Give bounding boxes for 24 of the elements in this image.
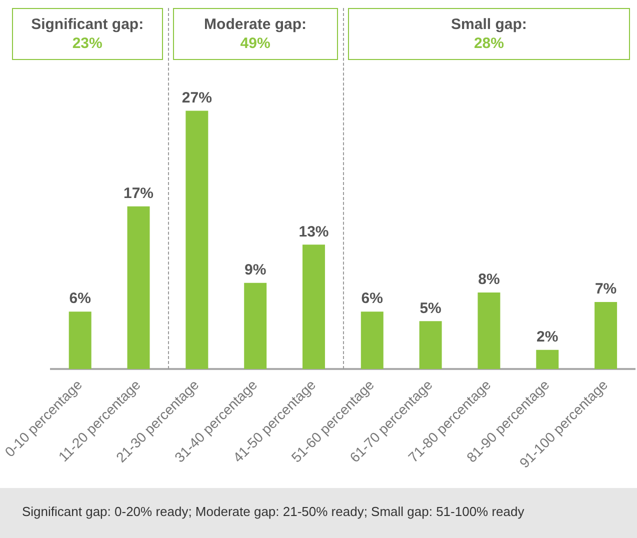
bar	[68, 312, 92, 370]
data-label: 27%	[182, 89, 212, 106]
data-label: 8%	[478, 271, 500, 288]
bar	[478, 292, 500, 370]
bar	[186, 110, 208, 370]
data-label: 13%	[298, 223, 329, 240]
bar	[536, 350, 559, 370]
data-label: 6%	[69, 290, 91, 308]
bar	[244, 282, 267, 370]
data-label: 2%	[536, 328, 558, 346]
data-label: 6%	[361, 290, 383, 308]
data-label: 7%	[594, 280, 617, 298]
bar	[360, 312, 384, 370]
text: Moderate gap: 49%	[172, 8, 338, 60]
text: Small gap: 28%	[348, 8, 630, 60]
bar	[302, 244, 325, 370]
text: Significant gap: 0-20% ready; Moderate gap: 21-50% ready; Small gap: 51-100% ready	[0, 488, 637, 538]
bar	[419, 321, 442, 370]
text: Significant gap: 23%	[12, 8, 163, 60]
data-label: 17%	[123, 185, 154, 202]
data-label: 9%	[244, 262, 266, 279]
data-label: 5%	[420, 300, 442, 317]
bar	[127, 206, 150, 370]
bar	[594, 302, 618, 370]
